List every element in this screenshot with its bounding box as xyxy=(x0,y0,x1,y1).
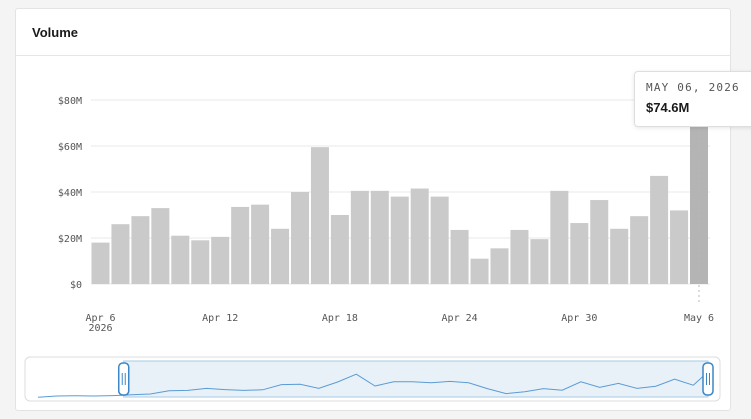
navigator-handle-right[interactable] xyxy=(702,362,714,396)
chart-tooltip: MAY 06, 2026 $74.6M xyxy=(634,71,751,127)
bar[interactable] xyxy=(550,190,569,284)
navigator-handle-left[interactable] xyxy=(117,362,130,396)
bar[interactable] xyxy=(211,236,230,284)
bar[interactable] xyxy=(131,216,150,284)
bar[interactable] xyxy=(650,175,669,284)
bar[interactable] xyxy=(590,200,609,284)
bar[interactable] xyxy=(350,190,369,284)
card-title: Volume xyxy=(16,9,730,56)
bar[interactable] xyxy=(450,229,469,284)
bar[interactable] xyxy=(171,235,190,284)
bar[interactable] xyxy=(191,240,210,284)
bar[interactable] xyxy=(271,228,290,284)
x-tick-label: May 6 xyxy=(684,313,714,324)
bar[interactable] xyxy=(610,228,629,284)
x-tick-label: Apr 30 xyxy=(561,313,597,324)
y-tick-label: $20M xyxy=(58,234,82,245)
bar[interactable] xyxy=(490,248,509,284)
tooltip-value: $74.6M xyxy=(646,100,690,115)
bar[interactable] xyxy=(410,188,429,284)
y-tick-label: $60M xyxy=(58,142,82,153)
range-navigator[interactable] xyxy=(24,356,721,402)
x-tick-label: Apr 18 xyxy=(322,313,358,324)
bar[interactable] xyxy=(530,239,549,284)
x-tick-label: Apr 24 xyxy=(442,313,478,324)
handle-body[interactable] xyxy=(117,362,130,396)
bar[interactable] xyxy=(151,208,170,284)
navigator-preview-line xyxy=(37,367,713,398)
bar[interactable] xyxy=(370,190,389,284)
bar[interactable] xyxy=(91,242,110,284)
bar[interactable] xyxy=(251,204,270,284)
bar[interactable] xyxy=(670,210,689,284)
bar-series[interactable] xyxy=(91,112,709,284)
x-tick-sublabel: 2026 xyxy=(88,323,112,334)
bar[interactable] xyxy=(291,192,309,284)
bar-active[interactable] xyxy=(690,112,708,284)
y-tick-label: $40M xyxy=(58,188,82,199)
bar[interactable] xyxy=(390,196,409,284)
y-axis: $80M $60M $40M $20M $0 xyxy=(58,96,82,291)
bar[interactable] xyxy=(630,216,649,284)
navigator-selection[interactable] xyxy=(123,360,709,398)
bar[interactable] xyxy=(231,206,250,284)
bar[interactable] xyxy=(510,229,529,284)
x-tick-label: Apr 6 xyxy=(85,313,115,324)
handle-body[interactable] xyxy=(702,362,714,396)
bar[interactable] xyxy=(330,215,349,284)
bar[interactable] xyxy=(111,224,130,284)
bar[interactable] xyxy=(570,223,589,284)
x-tick-label: Apr 12 xyxy=(202,313,238,324)
bar[interactable] xyxy=(470,258,489,284)
y-tick-label: $0 xyxy=(70,280,82,291)
bar[interactable] xyxy=(430,196,449,284)
y-tick-label: $80M xyxy=(58,96,82,107)
bar[interactable] xyxy=(310,147,329,284)
tooltip-date: MAY 06, 2026 xyxy=(646,81,740,94)
